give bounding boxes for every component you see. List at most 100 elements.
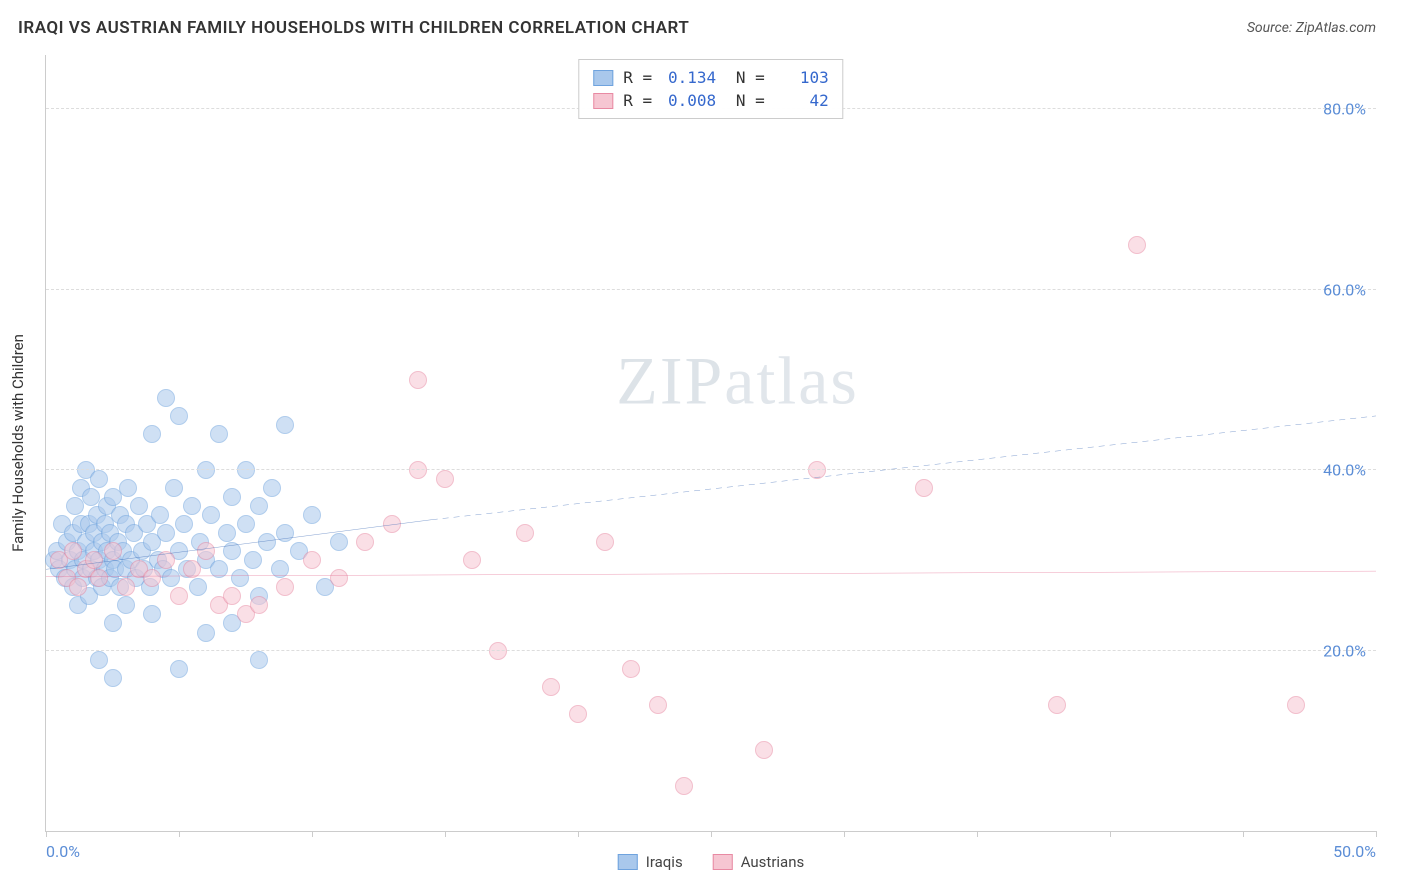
data-point: [276, 578, 294, 596]
x-tick-mark: [46, 831, 47, 837]
y-tick-label: 20.0%: [1323, 641, 1366, 660]
data-point: [237, 515, 255, 533]
swatch-iraqis: [593, 70, 613, 86]
data-point: [104, 488, 122, 506]
data-point: [383, 515, 401, 533]
chart-header: IRAQI VS AUSTRIAN FAMILY HOUSEHOLDS WITH…: [0, 0, 1406, 48]
data-point: [808, 461, 826, 479]
data-point: [157, 389, 175, 407]
data-point: [117, 596, 135, 614]
data-point: [276, 524, 294, 542]
legend-item-austrians: Austrians: [713, 853, 805, 871]
data-point: [755, 741, 773, 759]
data-point: [223, 587, 241, 605]
data-point: [675, 777, 693, 795]
stat-n-value-austrians: 42: [779, 91, 829, 110]
data-point: [330, 569, 348, 587]
legend-bottom: Iraqis Austrians: [618, 853, 805, 871]
x-tick-mark: [1376, 831, 1377, 837]
data-point: [409, 461, 427, 479]
data-point: [119, 479, 137, 497]
stat-r-value-austrians: 0.008: [666, 91, 716, 110]
data-point: [250, 497, 268, 515]
data-point: [330, 533, 348, 551]
data-point: [104, 614, 122, 632]
stats-legend-box: R = 0.134 N = 103 R = 0.008 N = 42: [578, 59, 843, 119]
data-point: [170, 407, 188, 425]
data-point: [210, 425, 228, 443]
data-point: [622, 660, 640, 678]
data-point: [170, 587, 188, 605]
data-point: [85, 551, 103, 569]
data-point: [157, 551, 175, 569]
data-point: [463, 551, 481, 569]
legend-item-iraqis: Iraqis: [618, 853, 683, 871]
x-tick-mark: [578, 831, 579, 837]
data-point: [157, 524, 175, 542]
data-point: [64, 542, 82, 560]
data-point: [542, 678, 560, 696]
data-point: [250, 651, 268, 669]
data-point: [165, 479, 183, 497]
data-point: [303, 551, 321, 569]
x-tick-mark: [179, 831, 180, 837]
data-point: [66, 497, 84, 515]
stat-r-label: R =: [623, 91, 652, 110]
data-point: [104, 669, 122, 687]
data-point: [202, 506, 220, 524]
data-point: [436, 470, 454, 488]
data-point: [189, 578, 207, 596]
data-point: [170, 660, 188, 678]
data-point: [1048, 696, 1066, 714]
data-point: [175, 515, 193, 533]
data-point: [130, 497, 148, 515]
swatch-austrians: [713, 854, 733, 870]
data-point: [237, 461, 255, 479]
legend-label-austrians: Austrians: [741, 853, 805, 871]
data-point: [117, 578, 135, 596]
data-point: [223, 488, 241, 506]
data-point: [151, 506, 169, 524]
source-name: ZipAtlas.com: [1296, 20, 1376, 36]
y-tick-label: 80.0%: [1323, 100, 1366, 119]
x-tick-mark: [1243, 831, 1244, 837]
gridline: [46, 289, 1376, 290]
stat-r-value-iraqis: 0.134: [666, 68, 716, 87]
data-point: [90, 569, 108, 587]
chart-title: IRAQI VS AUSTRIAN FAMILY HOUSEHOLDS WITH…: [18, 18, 689, 38]
data-point: [569, 705, 587, 723]
gridline: [46, 469, 1376, 470]
data-point: [218, 524, 236, 542]
data-point: [489, 642, 507, 660]
data-point: [1287, 696, 1305, 714]
stat-r-label: R =: [623, 68, 652, 87]
x-tick-label: 0.0%: [46, 842, 80, 861]
x-tick-mark: [445, 831, 446, 837]
data-point: [210, 560, 228, 578]
data-point: [183, 497, 201, 515]
data-point: [143, 605, 161, 623]
data-point: [143, 425, 161, 443]
gridline: [46, 650, 1376, 651]
data-point: [244, 551, 262, 569]
data-point: [276, 416, 294, 434]
data-point: [263, 479, 281, 497]
x-tick-mark: [312, 831, 313, 837]
x-tick-mark: [711, 831, 712, 837]
scatter-chart: Family Households with Children R = 0.13…: [45, 55, 1376, 832]
data-point: [649, 696, 667, 714]
x-tick-label: 50.0%: [1333, 842, 1376, 861]
data-point: [250, 596, 268, 614]
x-tick-mark: [844, 831, 845, 837]
x-tick-mark: [977, 831, 978, 837]
plot-area: [46, 55, 1376, 831]
data-point: [356, 533, 374, 551]
swatch-iraqis: [618, 854, 638, 870]
source-label: Source:: [1247, 20, 1296, 36]
data-point: [104, 542, 122, 560]
data-point: [90, 651, 108, 669]
data-point: [271, 560, 289, 578]
x-tick-mark: [1110, 831, 1111, 837]
data-point: [183, 560, 201, 578]
data-point: [143, 569, 161, 587]
